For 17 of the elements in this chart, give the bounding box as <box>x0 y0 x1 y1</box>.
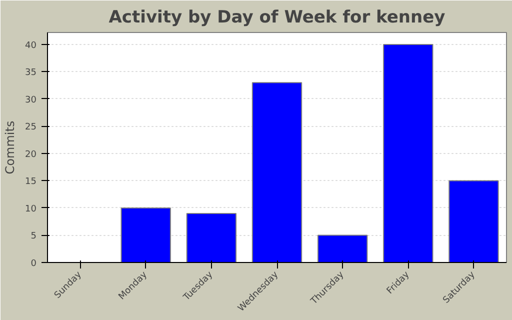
bar <box>317 234 368 262</box>
y-axis-title: Commits <box>3 120 18 174</box>
y-tick-label: 0 <box>30 259 37 269</box>
y-tick-label: 15 <box>25 177 36 188</box>
y-tick-label: 35 <box>25 68 36 78</box>
y-tick-label: 40 <box>25 40 37 51</box>
chart-title: Activity by Day of Week for kenney <box>108 8 446 28</box>
bar <box>120 208 171 262</box>
bar <box>448 180 499 262</box>
y-tick-label: 5 <box>30 232 37 242</box>
bar <box>252 82 302 262</box>
bar <box>383 44 434 262</box>
bar <box>186 212 237 262</box>
y-tick-label: 20 <box>25 150 37 160</box>
y-tick-label: 10 <box>25 204 37 214</box>
y-tick-label: 30 <box>25 95 37 106</box>
y-tick-label: 25 <box>25 122 36 133</box>
